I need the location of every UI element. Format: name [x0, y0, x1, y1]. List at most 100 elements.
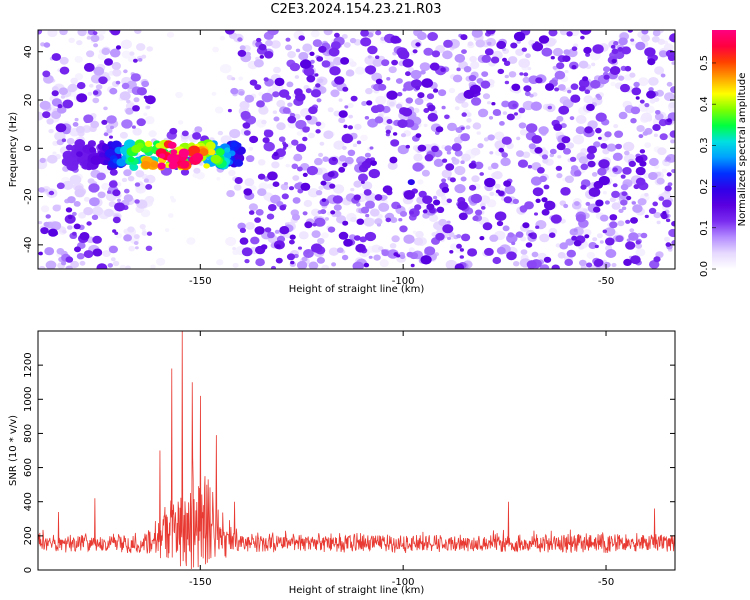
- heatmap-cell: [564, 70, 569, 74]
- heatmap-cell: [298, 246, 302, 250]
- heatmap-cell: [131, 125, 136, 129]
- heatmap-cell: [641, 34, 650, 42]
- heatmap-cell: [519, 129, 528, 136]
- heatmap-cell: [417, 92, 425, 99]
- heatmap-cell: [575, 115, 587, 124]
- heatmap-cell: [343, 42, 351, 48]
- heatmap-cell: [610, 44, 616, 49]
- heatmap-cell: [286, 81, 294, 88]
- heatmap-cell: [109, 135, 113, 139]
- heatmap-cell: [655, 110, 661, 115]
- heatmap-cell: [255, 209, 264, 216]
- heatmap-cell: [181, 130, 189, 137]
- heatmap-cell: [257, 188, 267, 197]
- heatmap-cell: [609, 214, 618, 221]
- heatmap-cell: [244, 178, 255, 187]
- heatmap-cell: [588, 242, 597, 249]
- heatmap-cell: [134, 199, 140, 204]
- heatmap-cell: [624, 65, 632, 72]
- heatmap-cell: [628, 160, 636, 167]
- heatmap-cell: [415, 133, 422, 139]
- heatmap-cell: [112, 229, 117, 233]
- heatmap-cell: [302, 172, 308, 177]
- heatmap-cell: [248, 146, 254, 151]
- heatmap-cell: [148, 130, 157, 138]
- heatmap-cell: [365, 213, 370, 218]
- heatmap-cell: [219, 35, 226, 41]
- heatmap-cell: [501, 136, 512, 145]
- heatmap-cell: [142, 228, 146, 232]
- heatmap-cell: [370, 160, 377, 167]
- heatmap-cell: [170, 198, 177, 203]
- heatmap-cell: [233, 184, 242, 191]
- heatmap-cell: [159, 153, 166, 159]
- heatmap-cell: [652, 201, 658, 207]
- heatmap-cell: [502, 111, 508, 115]
- heatmap-cell: [71, 159, 80, 166]
- heatmap-cell: [216, 259, 224, 266]
- heatmap-cell: [451, 143, 462, 152]
- heatmap-cell: [316, 56, 324, 62]
- heatmap-cell: [274, 77, 285, 87]
- heatmap-cell: [47, 30, 58, 38]
- heatmap-cell: [410, 263, 415, 268]
- heatmap-cell: [51, 110, 62, 120]
- heatmap-cell: [88, 183, 100, 193]
- heatmap-cell: [611, 202, 621, 210]
- heatmap-cell: [564, 258, 573, 266]
- colorbar-label: Normalized spectral amplitude: [737, 73, 748, 227]
- heatmap-cell: [488, 116, 494, 120]
- heatmap-cell: [93, 90, 99, 95]
- heatmap-cell: [461, 49, 467, 54]
- heatmap-cell: [571, 46, 578, 51]
- heatmap-cell: [431, 145, 439, 153]
- heatmap-cell: [631, 87, 642, 96]
- heatmap-cell: [397, 92, 403, 97]
- heatmap-cell: [238, 76, 244, 81]
- heatmap-cell: [421, 169, 430, 177]
- heatmap-cell: [231, 77, 236, 81]
- heatmap-cell: [524, 201, 534, 210]
- heatmap-cell: [291, 139, 299, 146]
- heatmap-cell: [391, 235, 400, 243]
- heatmap-cell: [232, 247, 237, 251]
- heatmap-cell: [276, 99, 286, 108]
- heatmap-cell: [108, 180, 118, 188]
- heatmap-cell: [328, 247, 339, 256]
- heatmap-cell: [266, 213, 275, 220]
- heatmap-cell: [516, 136, 521, 141]
- heatmap-cell: [248, 210, 255, 215]
- heatmap-cell: [512, 198, 519, 205]
- heatmap-cell: [669, 33, 675, 43]
- heatmap-cell: [329, 66, 341, 76]
- heatmap-cell: [76, 82, 86, 90]
- heatmap-cell: [399, 254, 406, 260]
- heatmap-cell: [448, 87, 456, 94]
- heatmap-cell: [524, 91, 531, 97]
- heatmap-cell: [498, 190, 505, 196]
- heatmap-cell: [627, 30, 633, 33]
- heatmap-cell: [504, 74, 509, 79]
- heatmap-cell: [664, 185, 672, 192]
- heatmap-cell: [580, 163, 589, 170]
- heatmap-cell: [527, 164, 533, 169]
- heatmap-cell: [398, 218, 403, 222]
- heatmap-cell: [386, 119, 393, 124]
- heatmap-cell: [332, 195, 343, 204]
- heatmap-ytick-label: -40: [23, 237, 34, 253]
- heatmap-cell: [112, 189, 121, 197]
- heatmap-cell: [405, 144, 410, 149]
- heatmap-cell: [621, 46, 631, 55]
- heatmap-cell: [47, 154, 58, 164]
- heatmap-cell: [108, 201, 117, 208]
- heatmap-cell: [441, 178, 447, 183]
- heatmap-cell: [237, 37, 243, 42]
- heatmap-cell: [228, 169, 236, 177]
- heatmap-cell: [408, 247, 415, 253]
- heatmap-cell: [280, 183, 289, 191]
- heatmap-cell: [133, 58, 138, 63]
- heatmap-cell: [282, 107, 291, 114]
- heatmap-cell: [635, 248, 646, 257]
- heatmap-cell: [412, 49, 418, 54]
- heatmap-cell: [67, 225, 73, 230]
